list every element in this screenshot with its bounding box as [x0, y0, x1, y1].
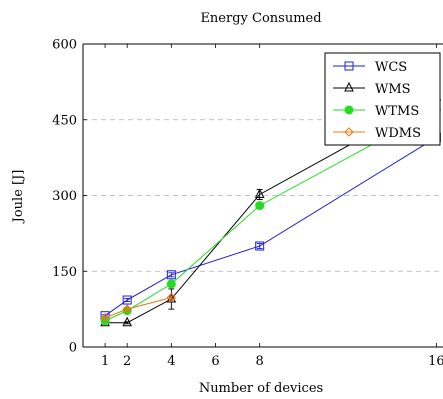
- series-line-WCS: [104, 136, 437, 317]
- y-tick-label-0: 0: [69, 341, 77, 356]
- x-tick-label-6: 6: [211, 354, 219, 369]
- legend-entry-WCS: WCS: [333, 60, 407, 75]
- point-WDMS-2: [166, 292, 177, 303]
- legend-entry-WMS: WMS: [333, 81, 411, 97]
- y-tick-label-450: 450: [52, 113, 77, 128]
- series-WDMS: [100, 292, 177, 323]
- x-axis-label: Number of devices: [199, 381, 323, 396]
- point-WMS-3: [254, 188, 265, 198]
- point-WCS-2: [166, 270, 176, 280]
- x-tick-label-8: 8: [256, 354, 264, 369]
- series-line-WDMS: [104, 297, 172, 319]
- point-WDMS-1: [122, 304, 132, 314]
- point-WMS-1: [122, 316, 132, 327]
- x-tick-label-4: 4: [167, 354, 175, 369]
- legend-marker-WDMS: [344, 127, 354, 137]
- legend-box: [324, 52, 441, 146]
- y-tick-label-600: 600: [52, 38, 77, 53]
- legend-label-WDMS: WDMS: [375, 126, 421, 141]
- legend-entry-WDMS: WDMS: [333, 126, 421, 141]
- point-WTMS-2: [166, 279, 176, 289]
- x-tick-label-2: 2: [123, 354, 131, 369]
- legend-label-WMS: WMS: [375, 82, 411, 97]
- y-axis-label: Joule [J]: [11, 170, 26, 225]
- x-tick-label-1: 1: [101, 354, 109, 369]
- legend-label-WCS: WCS: [375, 60, 407, 75]
- point-WCS-3: [255, 241, 265, 251]
- point-WDMS-0: [100, 313, 110, 323]
- legend-marker-WCS: [344, 61, 354, 71]
- x-tick-label-16: 16: [428, 354, 443, 369]
- chart-title: Energy Consumed: [200, 11, 321, 26]
- tick-layer: 1 2 4 6 8 16 0 150 300 450 600: [52, 38, 443, 370]
- legend-marker-WMS: [344, 81, 354, 92]
- legend-entry-WTMS: WTMS: [333, 104, 419, 119]
- legend-marker-WTMS: [344, 105, 354, 115]
- y-tick-label-150: 150: [52, 265, 77, 280]
- y-tick-label-300: 300: [52, 189, 77, 204]
- series-WCS: [100, 132, 441, 321]
- legend: WCS WMS WTMS WDMS: [324, 52, 441, 146]
- point-WCS-1: [122, 295, 132, 305]
- legend-label-WTMS: WTMS: [375, 104, 419, 119]
- point-WTMS-3: [255, 201, 265, 211]
